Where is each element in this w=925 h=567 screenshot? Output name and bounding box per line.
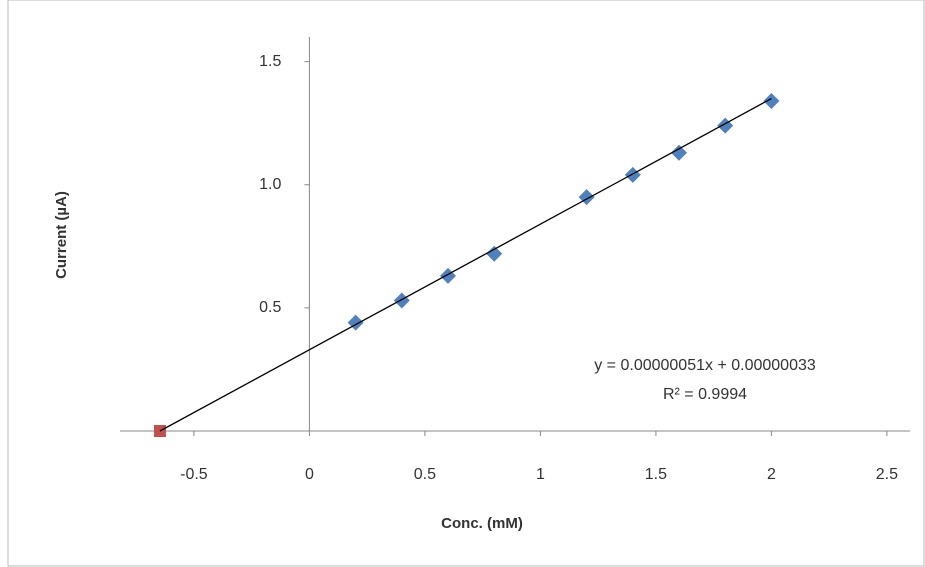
x-tick-label: 2.5 (876, 466, 898, 483)
y-axis-title: Current (µA) (53, 191, 70, 279)
chart-border (7, 0, 925, 567)
data-point (393, 292, 410, 309)
x-axis-title: Conc. (mM) (441, 515, 523, 532)
y-tick-label: 1.5 (259, 53, 281, 70)
x-tick-label: 0.5 (414, 466, 436, 483)
data-point (671, 144, 688, 161)
y-tick-label: 0.5 (259, 299, 281, 316)
data-point (763, 93, 780, 110)
equation: y = 0.00000051x + 0.00000033 (594, 357, 816, 374)
data-point (440, 267, 457, 284)
r-squared: R² = 0.9994 (663, 386, 747, 403)
trendline (159, 97, 772, 432)
data-point (624, 166, 641, 183)
x-tick-label: 1 (536, 466, 545, 483)
x-tick-label: 2 (767, 466, 776, 483)
x-tick-label: 0 (305, 466, 314, 483)
x-tick-label: 1.5 (645, 466, 667, 483)
data-point (486, 245, 503, 262)
x-tick-label: -0.5 (180, 466, 208, 483)
y-tick-label: 1.0 (259, 176, 281, 193)
